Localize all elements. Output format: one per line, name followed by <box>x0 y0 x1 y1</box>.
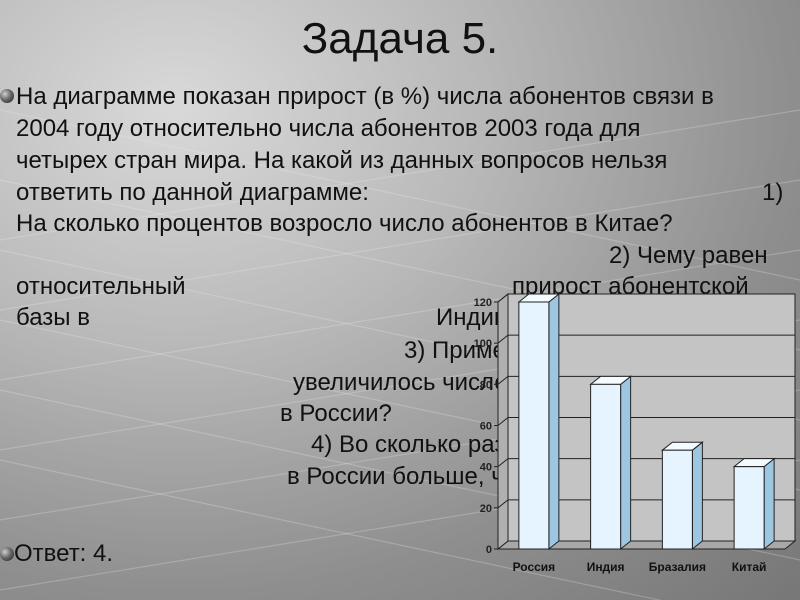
chart-bar-side <box>548 292 560 551</box>
chart-bar-side <box>691 441 703 551</box>
question-option: 2) Чему равен <box>609 242 768 269</box>
question-bullet-icon <box>0 89 14 103</box>
chart-bar <box>733 466 765 550</box>
chart-x-tick-label: Бразалия <box>649 560 706 574</box>
question-option-number: 1) <box>762 179 784 206</box>
question-line: ответить по данной диаграмме: <box>16 179 369 206</box>
chart-y-tick-label: 0 <box>486 544 492 556</box>
question-option: в России? <box>280 400 392 427</box>
slide-title: Задача 5. <box>301 14 499 63</box>
chart-bar <box>661 449 693 550</box>
chart-x-tick-label: Китай <box>732 560 767 574</box>
chart-y-tick-label: 20 <box>480 503 492 515</box>
chart-y-tick-label: 100 <box>474 338 492 350</box>
question-option: базы в <box>16 304 90 331</box>
answer-text: Ответ: 4. <box>14 540 114 567</box>
chart-x-tick-label: Индия <box>587 560 625 574</box>
question-option: относительный <box>16 273 186 300</box>
chart-y-tick-label: 40 <box>480 462 492 474</box>
chart-y-tick-label: 60 <box>480 421 492 433</box>
chart-bar <box>590 383 622 550</box>
chart-x-tick-label: Россия <box>513 560 556 574</box>
chart-bar <box>518 301 550 550</box>
chart-y-tick-label: 80 <box>480 379 492 391</box>
bar-chart: 0 20 40 60 80 100 120 Россия Индия Бразалия Китай <box>474 292 797 574</box>
chart-gridline <box>497 417 795 426</box>
question-line: четырех стран мира. На какой из данных в… <box>16 147 668 174</box>
chart-bar-side <box>763 457 775 551</box>
chart-gridline <box>497 375 795 385</box>
question-option: На сколько процентов возросло число абон… <box>16 210 673 237</box>
chart-gridline <box>497 293 795 303</box>
question-line: 2004 году относительно числа абонентов 2… <box>16 115 641 142</box>
chart-bar-side <box>620 375 632 551</box>
chart-y-tick-label: 120 <box>474 297 492 309</box>
chart-gridline <box>497 334 795 344</box>
question-line: На диаграмме показан прирост (в %) числа… <box>16 83 714 110</box>
answer-bullet-icon <box>0 547 14 561</box>
